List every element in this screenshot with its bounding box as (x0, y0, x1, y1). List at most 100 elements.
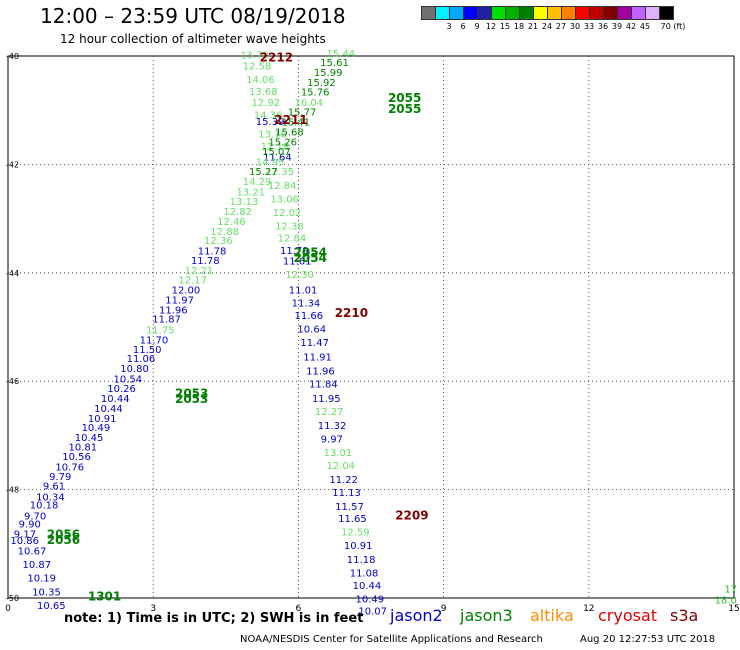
chart-subtitle: 12 hour collection of altimeter wave hei… (60, 32, 326, 46)
x-tick-label: 3 (150, 604, 156, 614)
colorbar-label: 21 (527, 22, 539, 31)
swh-value-label: 11.96 (306, 367, 335, 378)
x-tick-label: 12 (583, 604, 594, 614)
swh-value-label: 10.87 (23, 560, 52, 571)
swh-value-label: 10.67 (18, 547, 47, 558)
colorbar-label: 70 (ft) (660, 22, 686, 31)
chart-title: 12:00 – 23:59 UTC 08/19/2018 (40, 4, 346, 28)
pass-label: 2053 (175, 392, 208, 406)
y-tick-label: -44 (6, 269, 19, 278)
swh-value-label: 15.39 (256, 117, 285, 128)
colorbar-label: 18 (513, 22, 525, 31)
swh-value-label: 12.17 (178, 276, 207, 287)
swh-value-label: 12.21 (185, 266, 214, 277)
y-tick-label: -46 (6, 377, 19, 386)
swh-value-label: 10.07 (358, 606, 387, 617)
swh-value-label: 11.32 (318, 421, 347, 432)
swh-value-label: 12.36 (204, 236, 233, 247)
swh-value-label: 11.96 (159, 305, 188, 316)
pass-label: 2056 (47, 527, 80, 541)
swh-value-label: 12.27 (315, 407, 344, 418)
swh-value-label: 11.87 (152, 315, 181, 326)
swh-value-label: 11.08 (350, 568, 379, 579)
swh-value-label: 16.04 (295, 98, 324, 109)
swh-value-label: 12.02 (273, 208, 302, 219)
swh-value-label: 10.64 (297, 324, 326, 335)
swh-value-label: 10.54 (114, 374, 143, 385)
swh-value-label: 12.18 (261, 142, 290, 153)
x-tick-label: 6 (296, 604, 302, 614)
pass-label: 2055 (388, 102, 421, 116)
x-tick-label: 15 (728, 604, 739, 614)
swh-value-label: 13.68 (249, 87, 278, 98)
x-tick-label: 0 (5, 604, 11, 614)
swh-value-label: 10.19 (27, 574, 56, 585)
pass-label: 2054 (294, 251, 327, 265)
swh-value-label: 11.50 (133, 345, 162, 356)
swh-value-label: 10.76 (55, 463, 84, 474)
swh-value-label: 11.75 (146, 326, 175, 337)
swh-value-label: 11.91 (303, 353, 332, 364)
swh-value-label: 11.95 (312, 394, 341, 405)
footer-note: note: 1) Time is in UTC; 2) SWH is in fe… (64, 611, 364, 626)
swh-value-label: 11.78 (198, 246, 227, 257)
swh-value-label: 11.97 (165, 296, 194, 307)
swh-value-label: 15.68 (275, 128, 304, 139)
swh-value-label: 11.64 (263, 153, 292, 164)
swh-value-label: 12.46 (217, 217, 246, 228)
pass-label: 2211 (274, 113, 307, 127)
swh-value-label: 15.41 (281, 117, 310, 128)
satellite-legend-jason2: jason2 (390, 606, 443, 625)
satellite-legend-cryosat: cryosat (598, 606, 658, 625)
swh-value-label: 11.65 (338, 514, 367, 525)
swh-value-label: 10.49 (356, 594, 385, 605)
swh-value-label: 11.01 (289, 285, 318, 296)
footer-timestamp: Aug 20 12:27:53 UTC 2018 (580, 634, 716, 645)
swh-value-label: 12.35 (265, 167, 294, 178)
swh-value-label: 12.82 (223, 207, 252, 218)
swh-value-label: 14.95 (256, 157, 285, 168)
swh-value-label: 17 (724, 585, 737, 596)
swh-value-label: 9.70 (24, 511, 46, 522)
swh-value-label: 12.58 (243, 62, 272, 73)
swh-value-label: 15.61 (320, 58, 349, 69)
swh-value-label: 13.72 (240, 51, 269, 62)
plot-frame (7, 55, 735, 599)
colorbar-labels: 3 6 9 12 15 18 21 24 27 30 33 36 39 42 45 70 (ft) (422, 22, 740, 34)
colorbar-label: 30 (569, 22, 581, 31)
colorbar-label: 12 (485, 22, 497, 31)
swh-value-label: 15.92 (307, 78, 336, 89)
swh-value-label: 11.66 (295, 311, 324, 322)
swh-value-label: 10.35 (32, 587, 61, 598)
colorbar-label: 6 (460, 22, 466, 31)
pass-label: 2056 (47, 533, 80, 547)
swh-value-label: 11.78 (191, 256, 220, 267)
pass-label: 2210 (335, 306, 368, 320)
y-tick-label: -50 (6, 594, 19, 603)
y-tick-label: -42 (6, 160, 19, 169)
swh-value-label: 12.04 (326, 461, 355, 472)
swh-value-label: 9.97 (321, 434, 343, 445)
swh-value-label: 10.49 (82, 423, 111, 434)
footer-credit: NOAA/NESDIS Center for Satellite Applica… (240, 634, 543, 645)
swh-value-label: 10.91 (344, 541, 373, 552)
pass-label: 2054 (294, 246, 327, 260)
swh-value-label: 12.38 (275, 221, 304, 232)
satellite-legend-s3a: s3a (670, 606, 699, 625)
swh-value-label: 15.99 (314, 68, 343, 79)
colorbar-label: 33 (583, 22, 595, 31)
colorbar-label: 45 (639, 22, 651, 31)
colorbar-swatch (659, 6, 674, 20)
swh-value-label: 13.16 (258, 129, 287, 140)
swh-value-label: 15.27 (249, 167, 278, 178)
swh-value-label: 10.45 (75, 433, 104, 444)
swh-value-label: 11.06 (127, 354, 156, 365)
colorbar-label: 15 (499, 22, 511, 31)
swh-value-label: 11.84 (309, 380, 338, 391)
swh-value-label: 15.44 (326, 49, 355, 60)
swh-value-label: 10.18 (30, 501, 59, 512)
colorbar-label: 24 (541, 22, 553, 31)
colorbar-label: 39 (611, 22, 623, 31)
swh-value-label: 13.13 (230, 197, 259, 208)
y-tick-label: -40 (6, 52, 19, 61)
